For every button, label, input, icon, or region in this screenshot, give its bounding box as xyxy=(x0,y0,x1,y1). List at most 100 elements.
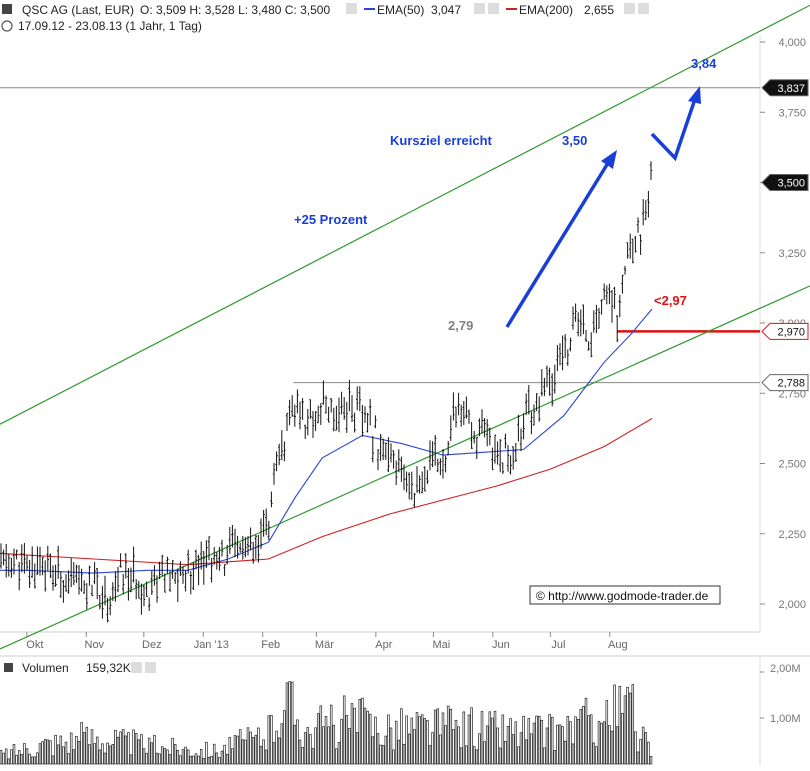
volume-tick: 2,00M xyxy=(770,663,801,675)
volume-bar xyxy=(410,717,414,765)
settings-icon[interactable] xyxy=(131,662,142,673)
volume-bar xyxy=(186,749,190,765)
volume-panel: Volumen 159,32K 2,00M 1,00M xyxy=(0,655,810,766)
volume-bar xyxy=(574,716,577,765)
volume-bar xyxy=(355,732,359,765)
volume-bar xyxy=(67,753,70,765)
volume-bar xyxy=(306,727,310,765)
volume-bar xyxy=(415,712,419,765)
volume-bar xyxy=(10,749,13,765)
settings-icon[interactable] xyxy=(624,3,635,14)
volume-bar xyxy=(418,716,421,765)
volume-bar xyxy=(587,715,590,765)
volume-bar xyxy=(134,733,138,765)
volume-bar xyxy=(631,684,635,765)
volume-bar xyxy=(293,724,297,765)
volume-bar xyxy=(171,737,174,765)
volume-bar xyxy=(363,707,367,765)
collapse-icon[interactable] xyxy=(2,4,12,14)
volume-bar xyxy=(283,710,286,765)
volume-bar xyxy=(244,739,247,765)
close-icon[interactable] xyxy=(488,3,499,14)
volume-bar xyxy=(25,748,29,765)
volume-bar xyxy=(275,730,278,765)
volume-bar xyxy=(15,754,18,765)
volume-bar xyxy=(353,707,356,765)
volume-bar xyxy=(80,722,83,765)
volume-bar xyxy=(309,734,312,765)
volume-bar xyxy=(394,720,398,765)
volume-bar xyxy=(207,756,211,765)
volume-bar xyxy=(576,718,580,765)
volume-bar xyxy=(272,742,276,765)
chart-annotation: Kursziel erreicht xyxy=(390,133,493,148)
volume-bar xyxy=(342,695,346,765)
volume-bar xyxy=(428,745,432,765)
volume-bar xyxy=(366,710,369,765)
volume-bar xyxy=(88,744,91,765)
volume-bar xyxy=(548,714,551,765)
ema50-value: 3,047 xyxy=(431,3,461,17)
y-tick-label: 2,750 xyxy=(778,388,806,400)
volume-bar xyxy=(298,739,302,765)
volume-bar xyxy=(316,713,320,765)
trend-channel-line xyxy=(0,285,810,650)
volume-bar xyxy=(324,716,328,765)
volume-bar xyxy=(400,708,403,765)
x-tick-label: Feb xyxy=(261,639,280,651)
volume-bar xyxy=(522,716,525,765)
volume-bar xyxy=(59,735,63,765)
volume-bar xyxy=(2,752,5,765)
collapse-icon[interactable] xyxy=(4,663,13,672)
volume-bar xyxy=(129,754,133,765)
volume-bar xyxy=(618,686,622,765)
volume-bar xyxy=(621,713,624,765)
volume-bar xyxy=(163,748,167,765)
volume-bar xyxy=(194,753,198,765)
volume-bar xyxy=(17,750,21,765)
volume-bar xyxy=(446,705,450,765)
volume-bar xyxy=(202,758,206,765)
settings-icon[interactable] xyxy=(346,3,357,14)
time-axis: Okt Nov Dez Jan '13 Feb Mär Apr Mai Jun Jul Aug xyxy=(26,632,628,651)
volume-bar xyxy=(236,735,239,765)
volume-bar xyxy=(150,742,154,765)
price-tag-label: 2,970 xyxy=(777,326,805,338)
y-tick-label: 2,500 xyxy=(778,459,806,471)
volume-bar xyxy=(54,734,57,765)
volume-bar xyxy=(545,727,549,765)
ema200-value: 2,655 xyxy=(584,3,614,17)
close-icon[interactable] xyxy=(638,3,649,14)
volume-bar xyxy=(368,713,372,765)
volume-bar xyxy=(181,749,185,765)
volume-bar xyxy=(405,715,408,765)
volume-bar xyxy=(192,755,195,765)
volume-bar xyxy=(119,731,122,765)
volume-bar xyxy=(223,744,226,765)
volume-bar xyxy=(527,718,531,765)
volume-bar xyxy=(433,709,437,765)
volume-bar xyxy=(470,707,473,765)
settings-icon[interactable] xyxy=(474,3,485,14)
volume-bar xyxy=(327,726,330,765)
volume-bar xyxy=(465,745,468,765)
close-icon[interactable] xyxy=(145,662,156,673)
volume-bar xyxy=(358,699,362,765)
volume-bar xyxy=(101,743,104,765)
volume-bar xyxy=(90,729,94,765)
volume-bar xyxy=(303,732,307,765)
volume-bar xyxy=(199,748,203,765)
volume-bar xyxy=(537,715,541,765)
volume-bar xyxy=(457,726,460,765)
volume-bar xyxy=(485,725,489,765)
volume-bar xyxy=(51,755,55,765)
volume-bar xyxy=(147,737,151,765)
volume-bar xyxy=(582,705,585,765)
volume-bar xyxy=(444,725,447,765)
volume-bar xyxy=(636,751,640,765)
price-tag-label: 2,788 xyxy=(777,378,805,390)
volume-bar xyxy=(33,756,37,765)
volume-bar xyxy=(459,747,463,765)
volume-bar xyxy=(530,733,533,765)
